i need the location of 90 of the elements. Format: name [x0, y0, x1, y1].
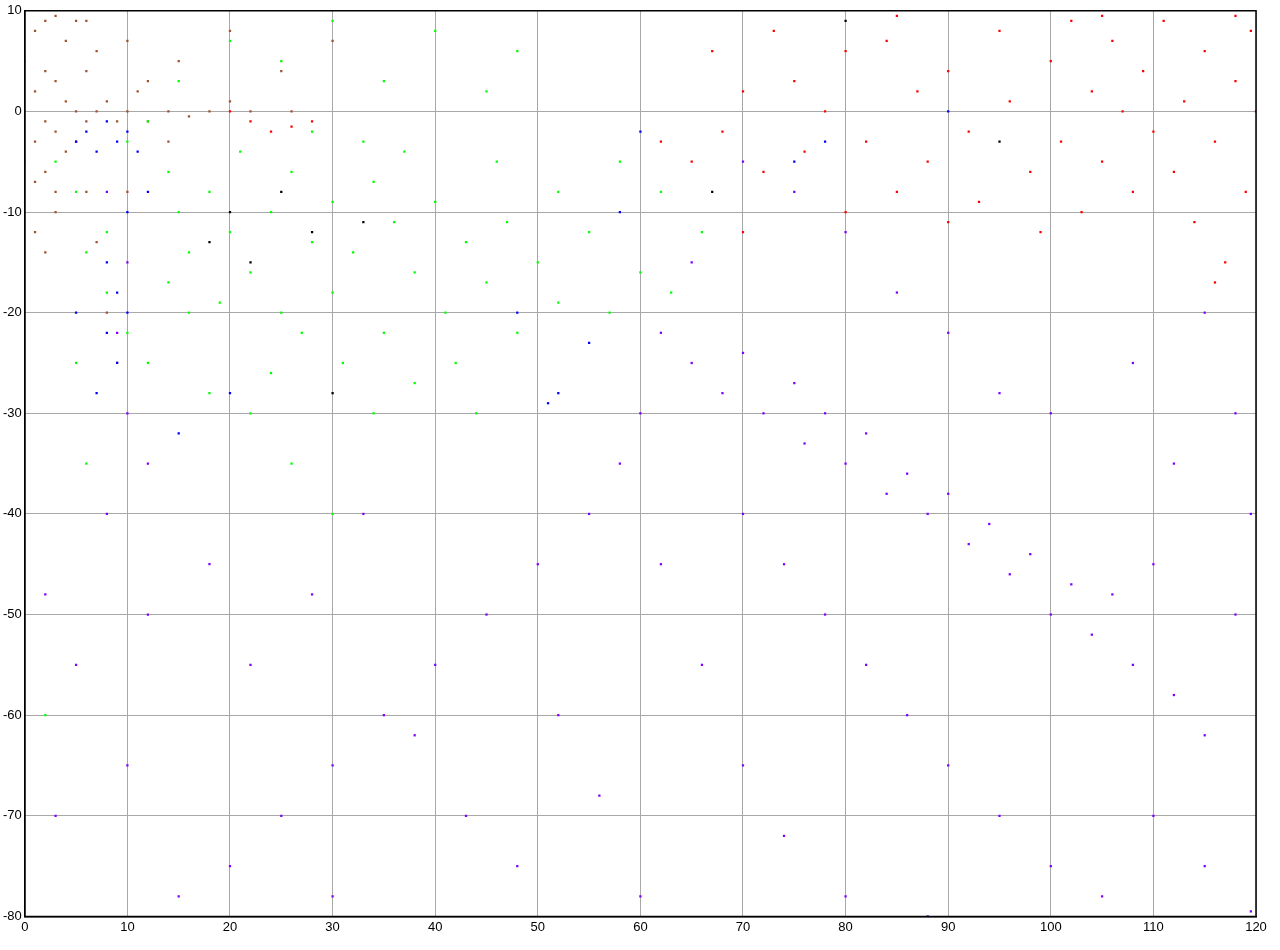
point	[116, 291, 119, 294]
point	[95, 392, 98, 395]
point	[844, 19, 847, 22]
point	[762, 170, 765, 173]
point	[967, 130, 970, 133]
y-tick-label: -50	[2, 606, 22, 622]
point	[208, 110, 211, 113]
x-tick-label: 40	[427, 918, 443, 934]
point	[639, 130, 642, 133]
x-tick-label: 70	[735, 918, 751, 934]
x-tick-label: 100	[1039, 918, 1062, 934]
point	[126, 190, 129, 194]
point	[177, 432, 180, 435]
point	[85, 120, 88, 123]
point	[1234, 14, 1237, 17]
point	[998, 29, 1001, 33]
point	[54, 14, 57, 17]
point	[126, 311, 129, 314]
point	[54, 190, 57, 194]
point	[249, 120, 252, 123]
point	[721, 130, 724, 133]
point	[1059, 140, 1063, 143]
point	[126, 39, 129, 43]
y-tick-label: -10	[2, 203, 22, 219]
point	[362, 220, 365, 224]
point	[823, 140, 827, 143]
point	[310, 120, 314, 123]
point	[126, 110, 129, 113]
point	[1039, 231, 1042, 234]
point	[126, 210, 129, 214]
x-tick-label: 60	[633, 918, 648, 934]
point	[947, 110, 950, 113]
y-tick-label: -30	[2, 404, 22, 420]
point	[269, 130, 273, 133]
point	[116, 140, 119, 143]
point	[864, 140, 868, 143]
point	[95, 150, 98, 153]
point	[290, 110, 293, 113]
point	[85, 130, 88, 133]
point	[167, 140, 170, 143]
point	[803, 150, 806, 153]
point	[290, 125, 293, 128]
y-tick-label: -70	[2, 807, 22, 823]
point	[1193, 220, 1196, 224]
point	[54, 210, 57, 214]
point	[1121, 110, 1124, 113]
point	[105, 120, 108, 123]
x-tick-label: 120	[1245, 918, 1267, 934]
point	[54, 80, 57, 83]
y-tick-label: -60	[2, 706, 22, 722]
point	[187, 115, 191, 118]
x-tick-label: 10	[120, 918, 135, 934]
point	[1213, 140, 1217, 143]
point	[126, 130, 129, 133]
y-tick-label: 10	[7, 2, 22, 18]
point	[331, 39, 334, 43]
point	[228, 110, 232, 113]
y-tick-label: -80	[2, 907, 22, 923]
point	[167, 110, 170, 113]
point	[95, 241, 98, 244]
point	[844, 49, 847, 53]
point	[844, 210, 847, 214]
x-tick-label: 20	[222, 918, 238, 934]
point	[1213, 281, 1217, 284]
x-tick-label: 50	[530, 918, 546, 934]
point	[249, 110, 252, 113]
point	[998, 140, 1001, 143]
point	[54, 130, 57, 133]
point	[823, 110, 827, 113]
y-tick-label: 0	[14, 103, 22, 118]
point	[659, 140, 663, 143]
point	[95, 49, 98, 53]
point	[208, 241, 211, 244]
point	[916, 90, 919, 93]
x-tick-label: 110	[1143, 918, 1164, 934]
x-tick-label: 90	[940, 918, 956, 934]
point	[331, 392, 334, 395]
x-tick-label: 30	[325, 918, 340, 934]
point	[249, 261, 252, 264]
point	[116, 120, 119, 123]
y-tick-label: -40	[2, 505, 22, 521]
y-tick-label: -20	[2, 304, 22, 320]
point	[74, 110, 78, 113]
point	[1080, 210, 1083, 214]
point	[95, 110, 98, 113]
x-tick-label: 80	[838, 918, 853, 934]
point	[44, 120, 47, 123]
point	[1234, 80, 1237, 83]
point	[33, 140, 37, 143]
point	[1152, 130, 1155, 133]
